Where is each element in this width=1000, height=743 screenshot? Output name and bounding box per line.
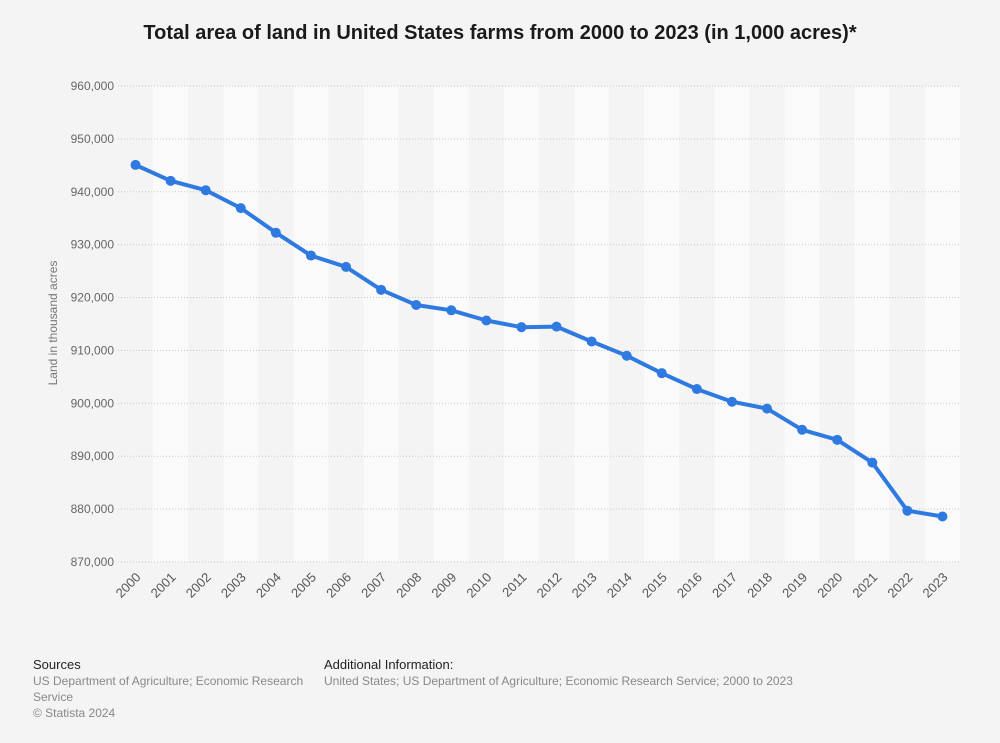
x-tick-label: 2018: [744, 570, 775, 601]
y-axis-ticks: 870,000 880,000 890,000 900,000 910,000 920,0…: [71, 79, 115, 569]
column-band: [889, 86, 925, 562]
y-tick-label: 900,000: [71, 396, 115, 410]
column-band: [293, 86, 329, 562]
data-point[interactable]: [235, 203, 246, 214]
data-point[interactable]: [411, 299, 422, 310]
copyright: © Statista 2024: [33, 706, 116, 720]
data-point[interactable]: [762, 403, 773, 414]
y-tick-label: 870,000: [71, 555, 115, 569]
x-tick-label: 2009: [428, 570, 459, 601]
data-point[interactable]: [270, 227, 281, 238]
x-tick-label: 2008: [393, 570, 424, 601]
additional-info-text: United States; US Department of Agricult…: [324, 674, 793, 688]
data-point[interactable]: [867, 457, 878, 468]
data-point[interactable]: [165, 175, 176, 186]
y-tick-label: 950,000: [71, 132, 115, 146]
column-bands: [118, 86, 960, 562]
data-point[interactable]: [376, 284, 387, 295]
series-line: [133, 162, 945, 519]
column-band: [398, 86, 434, 562]
y-tick-label: 920,000: [71, 291, 115, 305]
column-band: [819, 86, 855, 562]
data-point[interactable]: [691, 384, 702, 395]
x-tick-label: 2001: [148, 570, 179, 601]
x-tick-label: 2013: [569, 570, 600, 601]
data-point[interactable]: [130, 159, 141, 170]
column-band: [433, 86, 469, 562]
x-tick-label: 2016: [674, 570, 705, 601]
x-tick-label: 2021: [849, 570, 880, 601]
data-point[interactable]: [902, 505, 913, 516]
data-point[interactable]: [551, 321, 562, 332]
column-band: [223, 86, 259, 562]
additional-info-section: Additional Information: United States; U…: [324, 657, 924, 689]
column-band: [258, 86, 294, 562]
x-tick-label: 2019: [779, 570, 810, 601]
sources-heading: Sources: [33, 657, 81, 672]
data-point[interactable]: [797, 424, 808, 435]
x-tick-label: 2010: [463, 570, 494, 601]
x-tick-label: 2002: [183, 570, 214, 601]
chart-title: Total area of land in United States farm…: [143, 22, 857, 44]
x-tick-label: 2004: [253, 570, 284, 601]
x-tick-label: 2017: [709, 570, 740, 601]
sources-text: US Department of Agriculture; Economic R…: [33, 674, 304, 704]
y-tick-label: 890,000: [71, 449, 115, 463]
column-band: [924, 86, 960, 562]
x-tick-label: 2005: [288, 570, 319, 601]
x-tick-label: 2012: [534, 570, 565, 601]
data-point[interactable]: [832, 434, 843, 445]
y-tick-label: 960,000: [71, 79, 115, 93]
x-tick-label: 2003: [218, 570, 249, 601]
x-tick-label: 2023: [920, 570, 951, 601]
column-band: [644, 86, 680, 562]
x-tick-label: 2000: [113, 570, 144, 601]
column-band: [574, 86, 610, 562]
data-point[interactable]: [481, 315, 492, 326]
column-band: [188, 86, 224, 562]
additional-info-heading: Additional Information:: [324, 657, 454, 672]
y-tick-label: 880,000: [71, 502, 115, 516]
data-point[interactable]: [656, 368, 667, 379]
x-tick-label: 2022: [884, 570, 915, 601]
y-axis-label: Land in thousand acres: [46, 261, 60, 386]
data-point[interactable]: [200, 185, 211, 196]
column-band: [854, 86, 890, 562]
data-point[interactable]: [446, 305, 457, 316]
column-band: [749, 86, 785, 562]
column-band: [679, 86, 715, 562]
x-tick-label: 2020: [814, 570, 845, 601]
column-band: [363, 86, 399, 562]
data-point[interactable]: [937, 511, 948, 522]
data-point[interactable]: [516, 322, 527, 333]
x-tick-label: 2014: [604, 570, 635, 601]
y-tick-label: 930,000: [71, 238, 115, 252]
column-band: [118, 86, 154, 562]
data-point[interactable]: [726, 396, 737, 407]
data-point[interactable]: [586, 336, 597, 347]
x-tick-label: 2011: [499, 570, 529, 600]
line-chart: 870,000 880,000 890,000 900,000 910,000 920,0…: [46, 79, 960, 601]
data-points: [130, 159, 948, 522]
data-point[interactable]: [341, 261, 352, 272]
sources-section: Sources US Department of Agriculture; Ec…: [33, 657, 323, 721]
data-point[interactable]: [305, 250, 316, 261]
x-axis-ticks: 2000 2001 2002 2003 2004 2005 2006 2007 2008 2009…: [113, 570, 951, 601]
x-tick-label: 2006: [323, 570, 354, 601]
column-band: [609, 86, 645, 562]
column-band: [153, 86, 189, 562]
y-tick-label: 910,000: [71, 343, 115, 357]
column-band: [714, 86, 750, 562]
x-tick-label: 2015: [639, 570, 670, 601]
column-band: [328, 86, 364, 562]
gridlines: [118, 85, 960, 563]
x-tick-label: 2007: [358, 570, 389, 601]
column-band: [784, 86, 820, 562]
y-tick-label: 940,000: [71, 185, 115, 199]
data-point[interactable]: [621, 350, 632, 361]
